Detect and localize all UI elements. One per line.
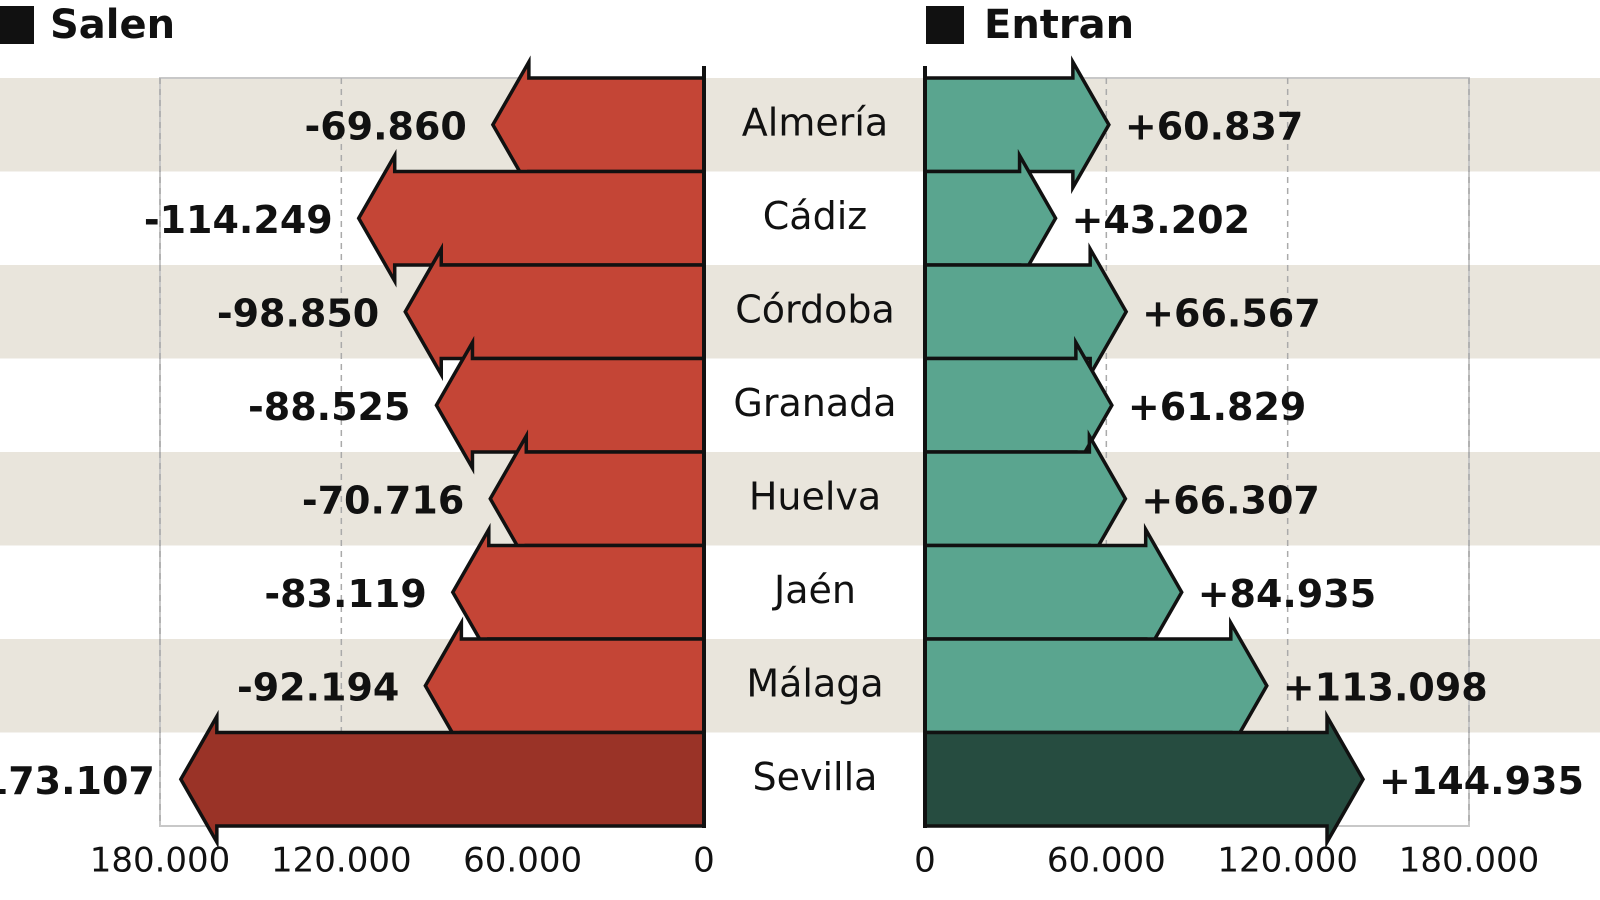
- x-tick-label: 120.000: [271, 841, 412, 881]
- x-tick-label: 0: [693, 841, 715, 881]
- category-label: Cádiz: [763, 194, 867, 238]
- value-label: -88.525: [248, 385, 410, 429]
- value-label: -173.107: [0, 759, 155, 803]
- x-tick-label: 180.000: [90, 841, 231, 881]
- value-label: -70.716: [302, 478, 464, 522]
- arrow-bar: [923, 335, 1114, 475]
- category-label: Sevilla: [753, 755, 878, 799]
- arrow-bar: [923, 522, 1184, 662]
- category-label: Jaén: [772, 568, 856, 612]
- x-tick-label: 60.000: [463, 841, 582, 881]
- arrow-bar: [178, 709, 706, 849]
- value-label: +66.307: [1141, 478, 1319, 522]
- legend-swatch: [0, 6, 34, 44]
- row-band: [0, 639, 1600, 733]
- category-label: Córdoba: [735, 287, 895, 331]
- legend-swatch: [926, 6, 964, 44]
- value-label: -114.249: [144, 198, 333, 242]
- category-label: Almería: [742, 100, 888, 144]
- x-tick-label: 180.000: [1399, 841, 1540, 881]
- value-label: +61.829: [1128, 385, 1306, 429]
- value-label: +84.935: [1198, 572, 1376, 616]
- arrow-bar: [923, 429, 1128, 569]
- arrow-bar: [356, 148, 706, 288]
- value-label: -92.194: [237, 665, 399, 709]
- value-label: +113.098: [1283, 665, 1488, 709]
- row-band: [0, 452, 1600, 546]
- value-label: +144.935: [1379, 759, 1584, 803]
- value-label: -69.860: [304, 104, 466, 148]
- row-band: [0, 171, 1600, 265]
- arrow-bar: [923, 242, 1129, 382]
- x-tick-label: 120.000: [1217, 841, 1358, 881]
- row-band: [0, 358, 1600, 452]
- arrow-bar: [403, 242, 706, 382]
- arrow-bar: [923, 616, 1269, 756]
- value-label: +66.567: [1142, 291, 1320, 335]
- legend-label: Salen: [50, 2, 175, 48]
- arrow-bar: [423, 616, 706, 756]
- arrow-bar: [490, 55, 706, 195]
- row-band: [0, 265, 1600, 359]
- category-label: Málaga: [746, 661, 883, 705]
- arrow-bar: [434, 335, 706, 475]
- value-label: -83.119: [264, 572, 426, 616]
- arrow-bar: [923, 55, 1111, 195]
- x-tick-label: 0: [914, 841, 936, 881]
- row-band: [0, 78, 1600, 172]
- value-label: +60.837: [1125, 104, 1303, 148]
- row-band: [0, 545, 1600, 639]
- arrow-bar: [450, 522, 706, 662]
- value-label: -98.850: [217, 291, 379, 335]
- x-tick-label: 60.000: [1047, 841, 1166, 881]
- value-label: +43.202: [1072, 198, 1250, 242]
- category-label: Huelva: [749, 474, 881, 518]
- legend-label: Entran: [984, 2, 1134, 48]
- arrow-bar: [488, 429, 706, 569]
- arrow-bar: [923, 709, 1366, 849]
- category-label: Granada: [733, 381, 896, 425]
